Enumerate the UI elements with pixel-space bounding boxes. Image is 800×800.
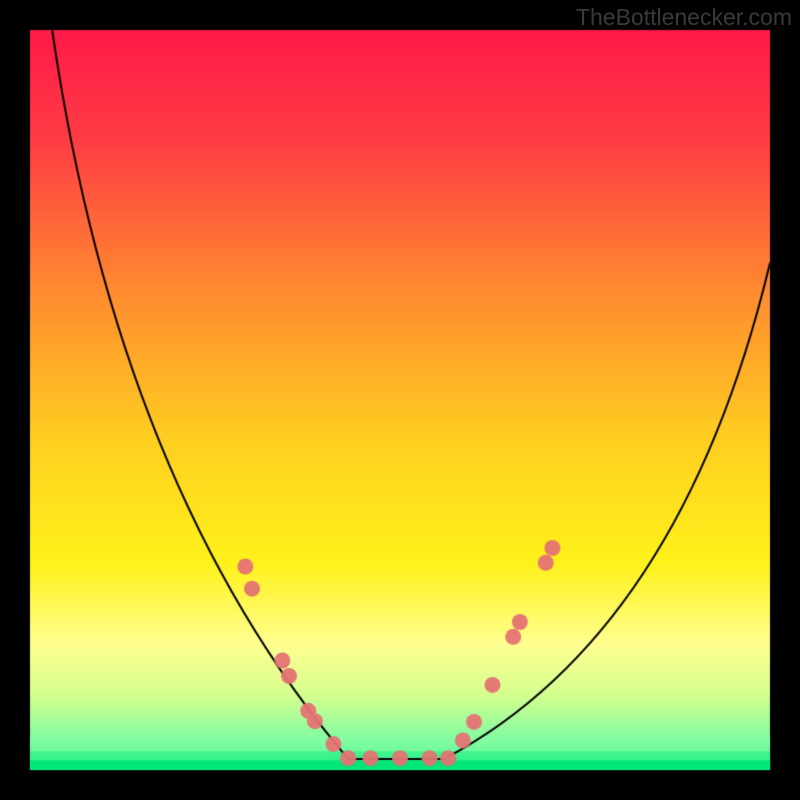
watermark-text: TheBottlenecker.com [576, 4, 792, 31]
chart-stage: TheBottlenecker.com [0, 0, 800, 800]
data-markers [0, 0, 800, 800]
